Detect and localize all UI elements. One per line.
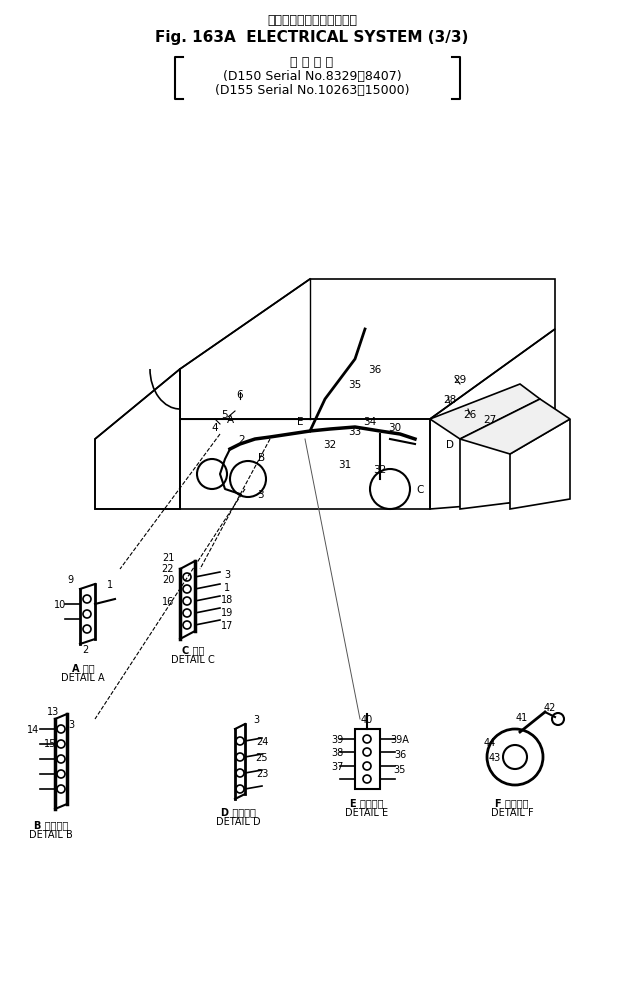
Text: 42: 42 [544,702,556,712]
Text: D 詳細　細: D 詳細 細 [220,807,255,817]
Text: E 詳細　細: E 詳細 細 [350,798,384,808]
Text: F 詳細　細: F 詳細 細 [495,798,529,808]
Text: C 詳細: C 詳細 [182,644,204,654]
Text: 10: 10 [54,599,66,609]
Text: 22: 22 [162,563,174,573]
Text: 29: 29 [454,375,467,385]
Text: Fig. 163A  ELECTRICAL SYSTEM (3/3): Fig. 163A ELECTRICAL SYSTEM (3/3) [155,30,469,45]
Text: 34: 34 [363,417,377,427]
Text: 38: 38 [331,747,343,758]
Text: 35: 35 [394,765,406,775]
Text: C: C [416,485,424,495]
Text: E: E [297,417,303,427]
Text: 26: 26 [464,410,477,420]
Text: 41: 41 [516,712,528,722]
Text: エレクトリカル　システム: エレクトリカル システム [267,14,357,27]
Text: 17: 17 [221,620,233,630]
Text: B: B [258,453,266,463]
Polygon shape [430,385,540,440]
Text: 44: 44 [484,737,496,747]
Text: (D150 Serial No.8329～8407): (D150 Serial No.8329～8407) [223,70,401,83]
Text: 39A: 39A [391,734,409,744]
Text: 5: 5 [222,410,228,420]
Text: 28: 28 [444,395,457,405]
Polygon shape [510,420,570,509]
Polygon shape [460,400,570,455]
Text: A 詳細: A 詳細 [72,662,94,672]
Text: 1: 1 [224,582,230,592]
Text: B 詳細　詳: B 詳細 詳 [34,820,68,830]
Text: 27: 27 [484,415,497,425]
Text: 6: 6 [236,390,243,400]
Text: 16: 16 [162,596,174,606]
Text: 2: 2 [82,644,88,654]
Text: 30: 30 [388,423,402,433]
Text: 21: 21 [162,552,174,562]
Text: 適 用 号 機: 適 用 号 機 [290,56,334,69]
Text: 31: 31 [338,460,352,470]
Text: DETAIL B: DETAIL B [29,830,73,839]
Text: 14: 14 [27,724,39,734]
Text: 3: 3 [224,569,230,579]
Text: 36: 36 [368,365,382,375]
Text: 35: 35 [348,380,362,390]
Text: DETAIL D: DETAIL D [216,817,260,827]
Text: 3: 3 [253,714,259,724]
Text: 32: 32 [373,465,387,475]
Text: 23: 23 [256,769,268,779]
Text: 25: 25 [256,753,268,763]
Text: 40: 40 [361,714,373,724]
Text: 19: 19 [221,607,233,617]
Bar [355,729,380,790]
Text: 4: 4 [212,423,218,433]
Text: 20: 20 [162,574,174,584]
Text: 3: 3 [256,490,263,500]
Text: A: A [227,415,233,425]
Text: 36: 36 [394,749,406,760]
Text: 2: 2 [239,435,245,445]
Text: DETAIL F: DETAIL F [490,808,534,818]
Text: 32: 32 [323,440,336,450]
Text: 33: 33 [348,427,362,437]
Text: DETAIL C: DETAIL C [171,654,215,664]
Text: 18: 18 [221,594,233,604]
Polygon shape [460,400,540,509]
Text: 13: 13 [47,706,59,716]
Text: DETAIL A: DETAIL A [61,672,105,682]
Text: 15: 15 [44,738,56,748]
Text: 1: 1 [107,579,113,589]
Text: 24: 24 [256,736,268,746]
Text: (D155 Serial No.10263～15000): (D155 Serial No.10263～15000) [215,84,409,97]
Text: 37: 37 [331,762,343,772]
Text: 9: 9 [67,574,73,584]
Text: 43: 43 [489,753,501,763]
Text: DETAIL E: DETAIL E [346,808,389,818]
Text: 39: 39 [331,734,343,744]
Text: D: D [446,440,454,450]
Text: 3: 3 [68,719,74,729]
